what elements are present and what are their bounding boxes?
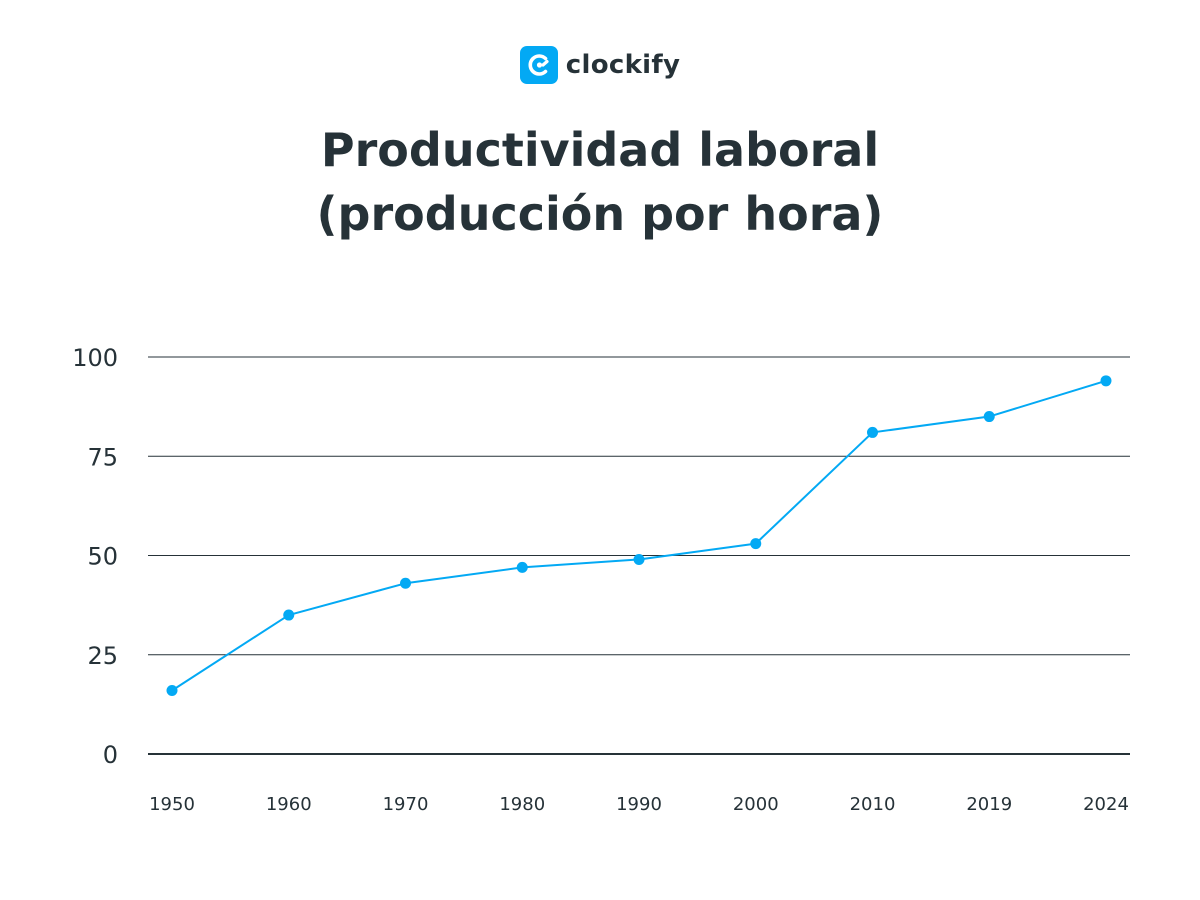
gridlines bbox=[148, 356, 1130, 755]
x-tick-label: 2019 bbox=[966, 794, 1012, 815]
x-axis-ticks: 1950 1960 1970 1980 1990 2000 2010 2019 2024 bbox=[149, 794, 1129, 815]
data-point bbox=[867, 426, 878, 438]
x-tick-label: 1990 bbox=[616, 794, 662, 815]
chart-title: Productividad laboral (producción por ho… bbox=[0, 118, 1200, 246]
x-tick-label: 2000 bbox=[733, 794, 779, 815]
y-tick-label: 25 bbox=[87, 642, 118, 670]
x-tick-label: 1980 bbox=[499, 794, 545, 815]
x-tick-label: 1950 bbox=[149, 794, 195, 815]
clockify-logo-icon bbox=[519, 46, 558, 84]
data-points bbox=[166, 375, 1112, 696]
data-point bbox=[750, 538, 762, 550]
data-point bbox=[633, 553, 645, 565]
x-tick-label: 2010 bbox=[850, 794, 896, 815]
y-axis-ticks: 0 25 50 75 100 bbox=[72, 344, 118, 769]
y-tick-label: 0 bbox=[103, 741, 118, 769]
data-point bbox=[400, 577, 411, 589]
series-line bbox=[171, 379, 1107, 692]
y-tick-label: 75 bbox=[87, 443, 118, 471]
y-tick-label: 100 bbox=[72, 344, 118, 372]
chart-title-line-1: Productividad laboral bbox=[320, 123, 880, 177]
brand-name: clockify bbox=[565, 50, 681, 80]
x-tick-label: 1960 bbox=[266, 794, 312, 815]
data-point bbox=[983, 411, 995, 423]
data-point bbox=[283, 609, 295, 621]
x-tick-label: 1970 bbox=[383, 794, 429, 815]
data-point bbox=[1100, 375, 1112, 387]
y-tick-label: 50 bbox=[87, 543, 118, 571]
brand-logo: clockify bbox=[0, 46, 1200, 84]
data-point bbox=[516, 561, 528, 573]
series-layer bbox=[171, 379, 1107, 692]
x-tick-label: 2024 bbox=[1083, 794, 1129, 815]
chart-title-line-2: (producción por hora) bbox=[316, 187, 884, 241]
data-point bbox=[166, 684, 178, 696]
